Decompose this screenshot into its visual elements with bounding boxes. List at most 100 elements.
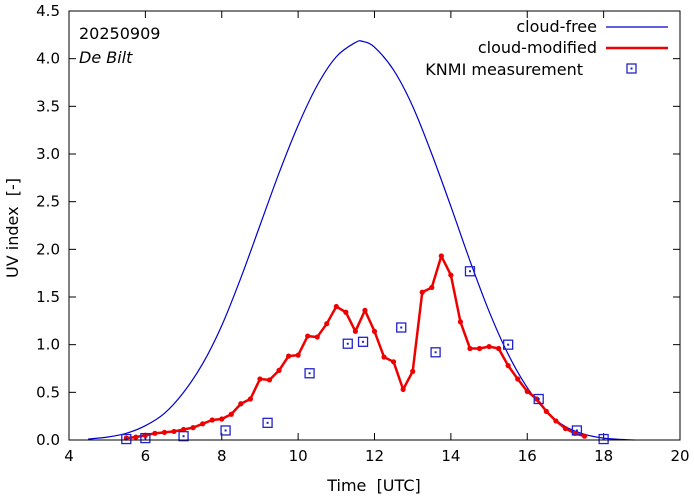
station-annotation: De Bilt [79,48,133,67]
cloud-modified-point [419,289,425,295]
x-tick-label: 18 [594,447,613,465]
knmi-measurement-point [357,336,369,347]
knmi-measurement-dot [468,270,471,273]
legend-label-cloud-modified: cloud-modified [478,38,597,57]
cloud-modified-line [126,254,585,440]
cloud-modified-point [276,367,282,374]
knmi-measurement-point [121,433,132,445]
knmi-measurement-point [464,266,476,277]
knmi-measurement-point [342,338,353,349]
y-tick-label: 2.0 [36,240,60,258]
legend: cloud-free cloud-modified KNMI measureme… [425,17,668,79]
knmi-measurement-dot [434,351,437,354]
cloud-modified-point [305,333,311,339]
y-tick-label: 1.5 [36,288,60,306]
cloud-modified-point [295,352,301,358]
x-tick-label: 16 [518,447,537,465]
knmi-measurement-point [503,339,514,350]
cloud-modified-point [247,396,253,402]
y-axis-title: UV index [-] [3,178,22,278]
cloud-modified-point [390,359,397,365]
cloud-modified-point [562,425,569,432]
cloud-modified-point [285,353,292,359]
cloud-modified-point [190,425,196,431]
y-tick-label: 0.0 [36,431,60,449]
cloud-modified-point [371,328,378,334]
knmi-measurement-dot [308,372,311,375]
cloud-modified-point [352,328,359,334]
legend-swatch-knmi-dot [630,67,633,70]
y-tick-labels: 0.0 0.5 1.0 1.5 2.0 2.5 3.0 3.5 4.0 4.5 [36,2,60,449]
knmi-measurement-point [140,432,151,444]
knmi-measurement-point [396,322,407,333]
cloud-modified-point [238,401,244,407]
knmi-measurement-point [571,425,583,436]
cloud-modified-point [257,376,263,382]
cloud-modified-point [534,396,540,402]
cloud-free-line [88,40,635,441]
cloud-modified-point [171,428,177,435]
cloud-modified-point [524,388,530,394]
legend-label-cloud-free: cloud-free [516,17,597,36]
y-tick-label: 1.0 [36,336,60,354]
cloud-modified-point [324,321,330,327]
y-tick-label: 4.5 [36,2,60,20]
cloud-modified-point [219,416,225,422]
x-tick-label: 12 [365,447,384,465]
cloud-modified-point [581,433,588,439]
cloud-modified-point [410,368,416,374]
y-tick-label: 4.0 [36,50,60,68]
cloud-modified-point [161,429,168,435]
knmi-measurement-dot [362,340,365,343]
plot-frame [68,10,681,441]
cloud-modified-point [333,303,339,310]
cloud-modified-point [505,363,511,369]
cloud-modified-point [438,253,444,259]
knmi-measurement-dot [182,435,185,438]
knmi-measurement-point [598,433,609,445]
knmi-measurement-dot [144,437,147,440]
cloud-modified-point [543,408,549,414]
y-tick-label: 0.5 [36,383,60,401]
legend-label-knmi: KNMI measurement [425,60,583,79]
x-axis-title: Time [UTC] [326,476,421,495]
cloud-modified-point [448,272,454,278]
cloud-modified-point [381,354,387,360]
knmi-measurement-point [178,431,189,442]
cloud-modified-point [228,411,234,417]
series-layer [88,40,635,445]
cloud-modified-point [457,319,464,325]
knmi-measurement-point [262,417,273,428]
x-tick-label: 20 [670,447,689,465]
cloud-modified-point [400,386,406,393]
cloud-modified-point [200,421,206,427]
x-tick-label: 8 [217,447,227,465]
x-tick-label: 6 [141,447,151,465]
legend-swatch-knmi-box [626,63,637,74]
knmi-measurement-point [533,393,544,405]
y-tick-label: 2.5 [36,193,60,211]
date-annotation: 20250909 [79,24,160,43]
knmi-measurement-point [430,347,441,358]
knmi-measurement-dot [537,398,540,401]
cloud-modified-point [515,376,521,382]
cloud-modified-point [362,307,368,313]
knmi-measurement-dot [224,429,227,432]
knmi-measurement-dot [125,438,128,441]
cloud-modified-point [180,426,187,433]
knmi-measurement-dot [400,326,403,329]
tick-marks [68,10,681,441]
knmi-measurement-point [304,368,315,379]
cloud-modified-point [209,417,215,423]
cloud-modified-point [553,418,559,424]
knmi-measurement-point [220,425,231,436]
cloud-modified-point [152,430,158,436]
knmi-measurement-dot [507,343,510,346]
y-tick-label: 3.0 [36,145,60,163]
x-tick-label: 10 [289,447,308,465]
y-tick-label: 3.5 [36,97,60,115]
knmi-measurement-dot [602,438,605,441]
knmi-measurement-dot [346,342,349,345]
knmi-measurement-dot [575,429,578,432]
